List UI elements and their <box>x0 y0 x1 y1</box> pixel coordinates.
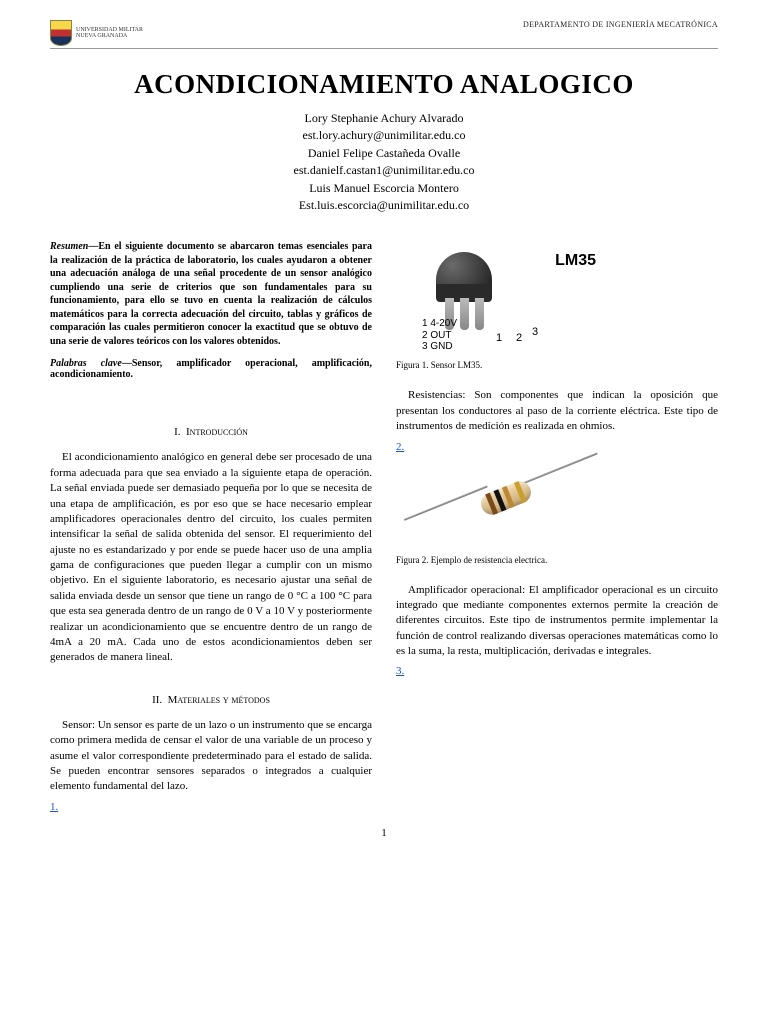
reference-link-2[interactable]: 2. <box>396 441 718 453</box>
resistor-diagram <box>396 461 616 551</box>
figure-2: Figura 2. Ejemplo de resistencia electri… <box>396 461 718 565</box>
lm35-diagram: LM35 1 4-20V 2 OUT 3 GND 1 2 3 <box>396 246 616 356</box>
page: UNIVERSIDAD MILITAR NUEVA GRANADA DEPART… <box>0 0 768 849</box>
lm35-pin-2-icon <box>460 298 469 330</box>
lm35-pin-3-icon <box>475 298 484 330</box>
reference-link-1[interactable]: 1. <box>50 801 372 813</box>
keywords: Palabras clave—Sensor, amplificador oper… <box>50 358 372 380</box>
author-2-name: Daniel Felipe Castañeda Ovalle <box>50 145 718 162</box>
pin-num-1: 1 <box>496 332 502 344</box>
resistor-body-icon <box>478 478 534 518</box>
section-2-title: Materiales y métodos <box>168 694 270 706</box>
opamp-paragraph: Amplificador operacional: El amplificado… <box>396 583 718 660</box>
resistor-paragraph: Resistencias: Son componentes que indica… <box>396 388 718 434</box>
two-column-body: Resumen—En el siguiente documento se aba… <box>50 240 718 820</box>
section-2-heading: II. Materiales y métodos <box>50 694 372 706</box>
pin-num-3: 3 <box>532 326 538 338</box>
spacer <box>396 380 718 388</box>
lm35-pin-legend: 1 4-20V 2 OUT 3 GND <box>422 318 457 353</box>
intro-paragraph: El acondicionamiento analógico en genera… <box>50 450 372 665</box>
section-1-number: I. <box>174 426 180 438</box>
abstract-lead: Resumen <box>50 241 88 252</box>
sensor-paragraph: Sensor: Un sensor es parte de un lazo o … <box>50 718 372 795</box>
page-number: 1 <box>50 827 718 839</box>
figure-1-caption: Figura 1. Sensor LM35. <box>396 360 718 370</box>
author-3-name: Luis Manuel Escorcia Montero <box>50 180 718 197</box>
spacer <box>396 575 718 583</box>
section-2-number: II. <box>152 694 162 706</box>
lm35-label: LM35 <box>555 252 596 270</box>
university-name-line2: NUEVA GRANADA <box>76 33 143 39</box>
crest-icon <box>50 20 72 46</box>
section-1-heading: I. Introducción <box>50 426 372 438</box>
section-1-title: Introducción <box>186 426 248 438</box>
figure-2-caption: Figura 2. Ejemplo de resistencia electri… <box>396 555 718 565</box>
university-name: UNIVERSIDAD MILITAR NUEVA GRANADA <box>76 27 143 39</box>
abstract-text: —En el siguiente documento se abarcaron … <box>50 241 372 347</box>
resistor-band-4-icon <box>514 481 527 503</box>
university-logo-block: UNIVERSIDAD MILITAR NUEVA GRANADA <box>50 20 143 46</box>
pin-num-2: 2 <box>516 332 522 344</box>
figure-1: LM35 1 4-20V 2 OUT 3 GND 1 2 3 Figura 1.… <box>396 246 718 370</box>
keywords-lead: Palabras clave <box>50 358 122 369</box>
reference-link-3[interactable]: 3. <box>396 665 718 677</box>
spacer <box>50 672 372 680</box>
resistor-lead-right-icon <box>514 452 598 488</box>
abstract: Resumen—En el siguiente documento se aba… <box>50 240 372 348</box>
resistor-lead-left-icon <box>404 485 488 521</box>
department-name: DEPARTAMENTO DE INGENIERÍA MECATRÓNICA <box>523 20 718 29</box>
author-2-email: est.danielf.castan1@unimilitar.edu.co <box>50 162 718 179</box>
page-header: UNIVERSIDAD MILITAR NUEVA GRANADA DEPART… <box>50 20 718 49</box>
author-block: Lory Stephanie Achury Alvarado est.lory.… <box>50 110 718 214</box>
spacer <box>50 404 372 412</box>
author-1-name: Lory Stephanie Achury Alvarado <box>50 110 718 127</box>
author-1-email: est.lory.achury@unimilitar.edu.co <box>50 127 718 144</box>
paper-title: ACONDICIONAMIENTO ANALOGICO <box>50 69 718 100</box>
author-3-email: Est.luis.escorcia@unimilitar.edu.co <box>50 197 718 214</box>
